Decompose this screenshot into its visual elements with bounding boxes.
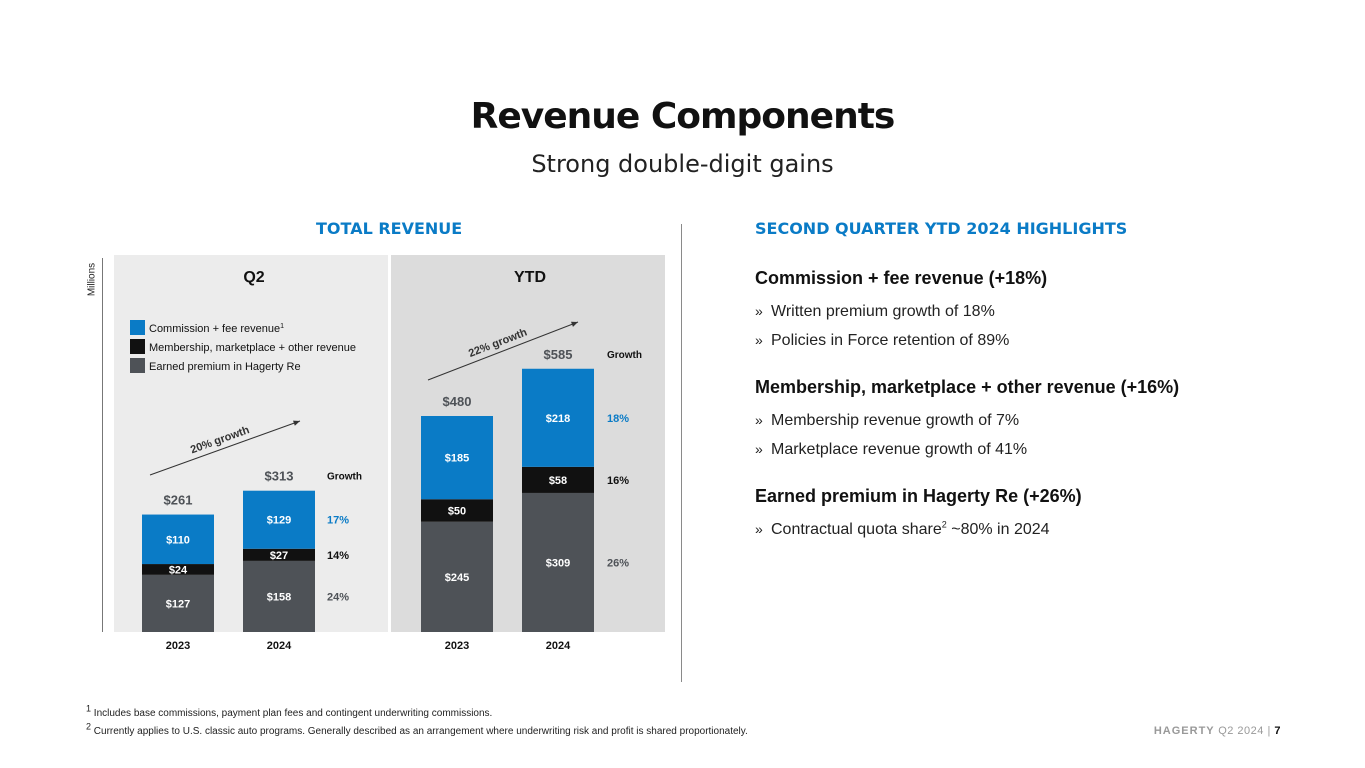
data-label-ytd-2024-membership: $58 (549, 475, 567, 487)
total-label-ytd-2024: $585 (544, 347, 573, 362)
legend-footnote-marker: 1 (280, 323, 284, 330)
bar-q2-2023-earned (142, 574, 214, 632)
highlight-title-3: Earned premium in Hagerty Re (+26%) (755, 486, 1082, 506)
brand-separator: | (1267, 725, 1271, 737)
page-number: 7 (1274, 725, 1281, 737)
quota-footnote-marker: 2 (941, 519, 947, 530)
highlight-item-text: Written premium growth of 18% (771, 303, 995, 320)
bar-ytd-2024-earned (522, 492, 594, 632)
x-tick-ytd-2024: 2024 (546, 640, 571, 652)
highlights-heading: SECOND QUARTER YTD 2024 HIGHLIGHTS (755, 219, 1128, 238)
total-label-ytd-2023: $480 (443, 394, 472, 409)
highlight-item: » Written premium growth of 18% (755, 303, 995, 321)
bar-q2-2023-membership (142, 564, 214, 575)
panel-title-q2: Q2 (243, 269, 264, 286)
total-label-q2-2024: $313 (265, 469, 294, 484)
page-subtitle: Strong double-digit gains (531, 150, 834, 178)
brand-footer: HAGERTY Q2 2024 | 7 (1154, 725, 1281, 737)
x-tick-ytd-2023: 2023 (445, 640, 469, 652)
total-revenue-heading: TOTAL REVENUE (316, 219, 463, 238)
growth-arrow-line-ytd (427, 321, 579, 381)
bar-q2-2024-commission (243, 490, 315, 549)
legend-label-3: Earned premium in Hagerty Re (149, 361, 301, 373)
data-label-q2-2023-commission: $110 (166, 534, 190, 546)
legend-swatch-3 (130, 358, 145, 373)
brand-period: Q2 2024 (1218, 725, 1264, 737)
highlight-item: » Marketplace revenue growth of 41% (755, 441, 1027, 459)
footnote-2-marker: 2 (86, 721, 92, 732)
data-label-ytd-2023-membership: $50 (448, 506, 466, 518)
footnote-2: 2 Currently applies to U.S. classic auto… (86, 722, 748, 737)
bar-ytd-2023-commission (421, 416, 493, 500)
legend-label-1: Commission + fee revenue1 (149, 323, 284, 335)
growth-arrow-head-ytd (571, 321, 578, 327)
bar-ytd-2024-commission (522, 368, 594, 467)
highlight-item-quota: » Contractual quota share2 ~80% in 2024 (755, 519, 1050, 539)
growth-earned-q2: 24% (327, 591, 349, 603)
data-label-q2-2024-membership: $27 (270, 550, 288, 562)
brand-logo: HAGERTY (1153, 725, 1215, 737)
data-label-ytd-2024-commission: $218 (546, 413, 570, 425)
growth-earned-ytd: 26% (607, 557, 629, 569)
footnote-1: 1 Includes base commissions, payment pla… (86, 704, 493, 719)
legend-swatch-1 (130, 320, 145, 335)
bar-ytd-2023-membership (421, 499, 493, 522)
growth-arrow-line-q2 (149, 420, 301, 476)
bar-q2-2023-commission (142, 514, 214, 565)
total-label-q2-2023: $261 (164, 493, 193, 508)
bullet-marker: » (755, 303, 763, 319)
growth-membership-q2: 14% (327, 550, 349, 562)
x-tick-q2-2023: 2023 (166, 640, 190, 652)
data-label-ytd-2024-earned: $309 (546, 557, 570, 569)
data-label-q2-2024-commission: $129 (267, 515, 291, 527)
section-divider (681, 224, 682, 682)
highlight-item-text: Membership revenue growth of 7% (771, 412, 1020, 429)
growth-commission-ytd: 18% (607, 413, 629, 425)
bar-ytd-2024-membership (522, 466, 594, 493)
bar-ytd-2023-earned (421, 521, 493, 632)
data-label-ytd-2023-commission: $185 (445, 453, 469, 465)
page-title: Revenue Components (470, 96, 896, 137)
highlight-item: » Membership revenue growth of 7% (755, 412, 1019, 430)
data-label-q2-2023-earned: $127 (166, 598, 190, 610)
highlight-item: » Policies in Force retention of 89% (755, 332, 1009, 350)
growth-arrow-head-q2 (293, 420, 300, 426)
highlight-title-2: Membership, marketplace + other revenue … (755, 377, 1180, 397)
panel-title-ytd: YTD (514, 269, 546, 286)
highlight-item-text: Marketplace revenue growth of 41% (771, 441, 1028, 458)
footnote-1-marker: 1 (86, 703, 92, 714)
bullet-marker: » (755, 521, 763, 537)
bar-q2-2024-membership (243, 548, 315, 561)
bullet-marker: » (755, 441, 763, 457)
bullet-marker: » (755, 332, 763, 348)
footnote-1-text: Includes base commissions, payment plan … (93, 708, 493, 719)
data-label-ytd-2023-earned: $245 (445, 572, 469, 584)
growth-commission-q2: 17% (327, 515, 349, 527)
quota-text: Contractual quota share (771, 521, 942, 538)
highlight-item-text: Policies in Force retention of 89% (771, 332, 1010, 349)
y-axis-line (102, 258, 103, 632)
legend-label-2: Membership, marketplace + other revenue (149, 342, 356, 354)
data-label-q2-2024-earned: $158 (267, 591, 291, 603)
growth-header-ytd: Growth (607, 350, 642, 361)
growth-header-q2: Growth (327, 472, 362, 483)
highlight-title-1: Commission + fee revenue (+18%) (755, 268, 1048, 288)
quota-value-text: ~80% in 2024 (946, 521, 1050, 538)
footnote-2-text: Currently applies to U.S. classic auto p… (93, 726, 748, 737)
bar-q2-2024-earned (243, 560, 315, 632)
data-label-q2-2023-membership: $24 (169, 564, 188, 576)
x-tick-q2-2024: 2024 (267, 640, 292, 652)
legend-swatch-2 (130, 339, 145, 354)
growth-membership-ytd: 16% (607, 475, 629, 487)
bullet-marker: » (755, 412, 763, 428)
